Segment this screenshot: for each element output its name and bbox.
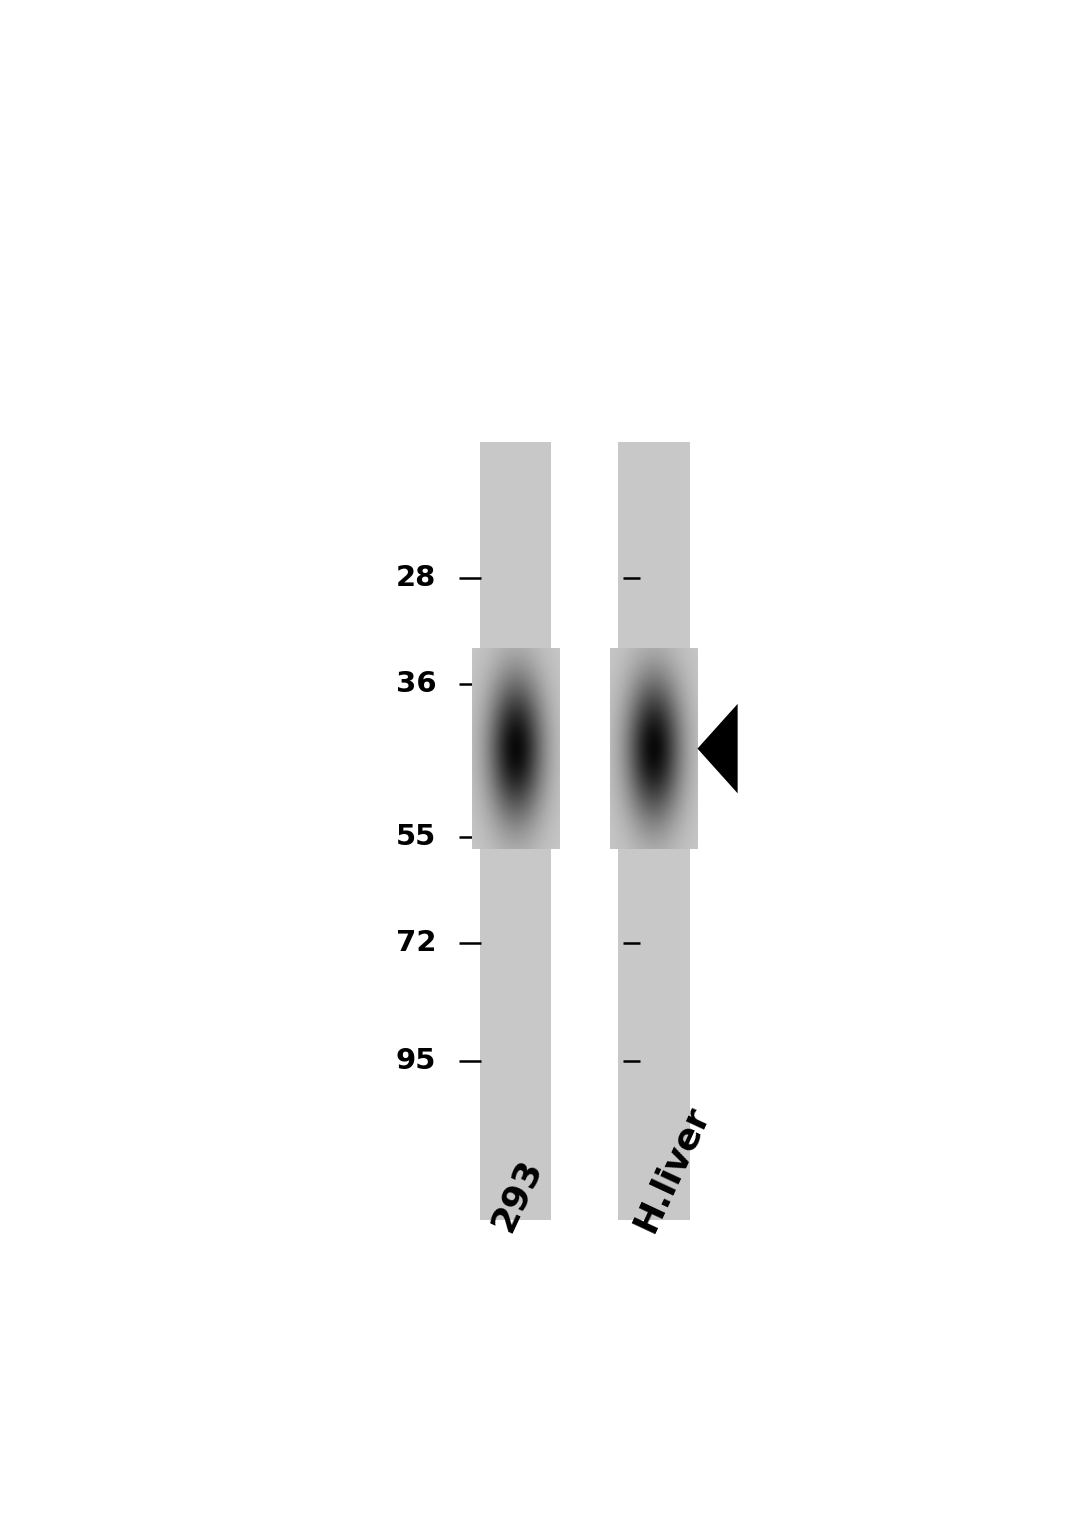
Bar [481,442,552,1220]
Polygon shape [698,703,738,794]
Text: 55: 55 [396,823,436,852]
Text: H.liver: H.liver [627,1101,715,1237]
Text: 36: 36 [395,670,436,697]
Bar [619,442,689,1220]
Text: 293: 293 [485,1154,548,1237]
Text: 28: 28 [396,564,436,592]
Text: 72: 72 [395,928,436,957]
Text: 95: 95 [396,1046,436,1075]
